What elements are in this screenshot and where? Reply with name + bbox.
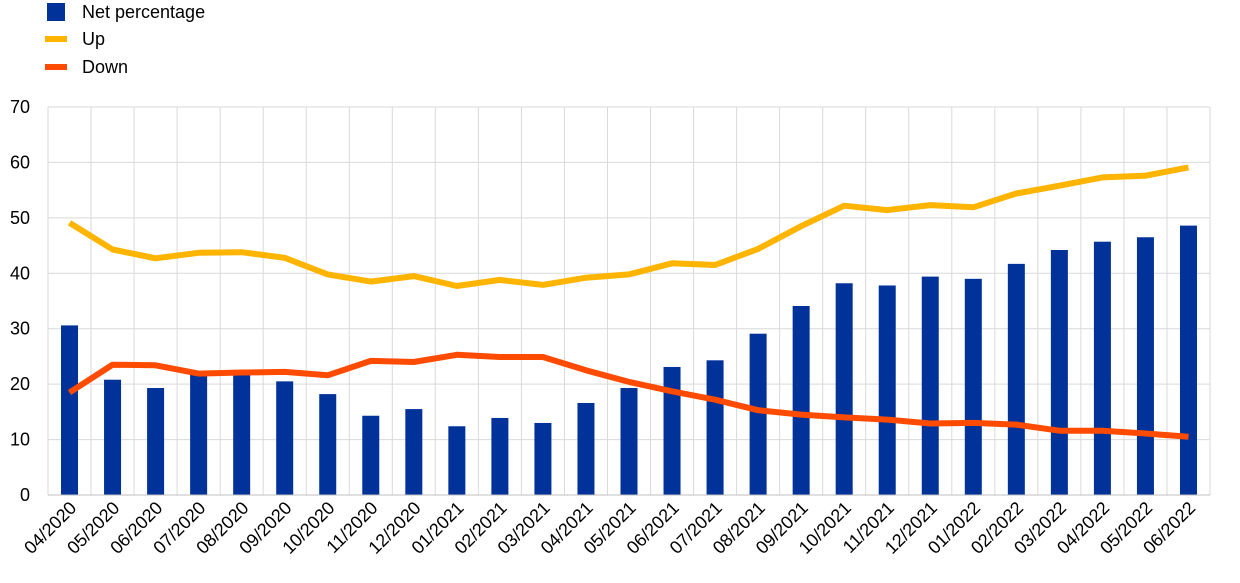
axes: 01020304050607004/202005/202006/202007/2… — [10, 97, 1210, 558]
bar — [964, 278, 982, 495]
bar — [534, 422, 552, 495]
y-tick-label: 0 — [20, 485, 30, 505]
bar — [706, 360, 724, 495]
bar — [1179, 225, 1197, 496]
bar — [491, 417, 509, 495]
y-tick-label: 10 — [10, 430, 30, 450]
legend-swatch-line — [45, 36, 67, 42]
bar — [104, 379, 122, 495]
bar-series — [61, 225, 1197, 496]
bar — [663, 366, 681, 495]
y-tick-label: 20 — [10, 374, 30, 394]
gridlines — [47, 106, 1211, 495]
bar — [190, 374, 208, 495]
legend-label: Net percentage — [82, 2, 205, 22]
bar — [577, 402, 595, 495]
bar — [1136, 237, 1154, 495]
bar — [319, 394, 337, 495]
line-series — [67, 164, 1190, 440]
bar — [233, 374, 251, 495]
bar — [405, 409, 423, 495]
y-tick-label: 40 — [10, 263, 30, 283]
bar — [147, 388, 165, 495]
legend-swatch-bar — [47, 3, 65, 21]
legend: Net percentage Up Down — [45, 2, 205, 77]
bar — [1093, 241, 1111, 495]
y-tick-label: 60 — [10, 152, 30, 172]
y-tick-label: 70 — [10, 97, 30, 117]
bar — [362, 415, 380, 495]
bar — [1007, 263, 1025, 495]
bar — [878, 285, 896, 495]
bar — [276, 381, 294, 495]
line-up — [67, 164, 1190, 289]
bar — [1050, 250, 1068, 495]
legend-label: Down — [82, 57, 128, 77]
legend-swatch-line — [45, 64, 67, 70]
bar — [792, 305, 810, 495]
bar — [61, 325, 79, 495]
bar — [620, 388, 638, 495]
bar — [749, 333, 767, 495]
legend-label: Up — [82, 29, 105, 49]
bar — [835, 283, 853, 495]
y-tick-label: 50 — [10, 208, 30, 228]
bar — [921, 276, 939, 495]
y-tick-label: 30 — [10, 319, 30, 339]
line-down — [67, 351, 1189, 440]
bar — [448, 426, 466, 495]
